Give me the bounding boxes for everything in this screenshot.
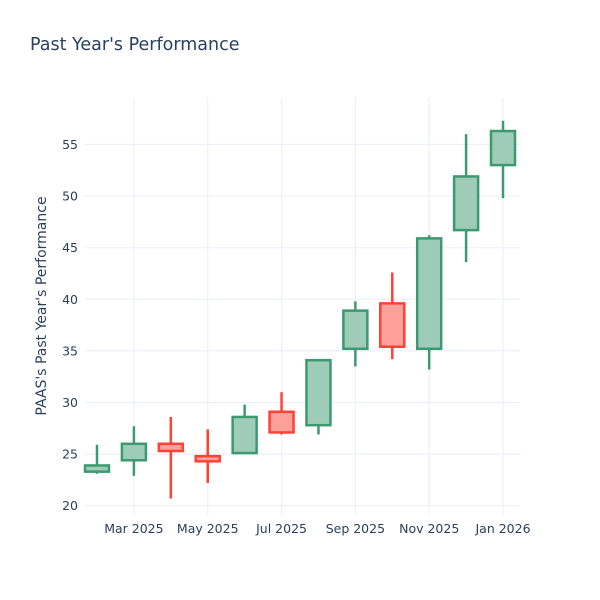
candle-oct-2025[interactable] xyxy=(379,272,406,360)
candle-body xyxy=(120,442,148,462)
candle-body xyxy=(194,454,221,463)
candle-jan-2026[interactable] xyxy=(489,120,517,199)
candle-body xyxy=(342,309,369,351)
candle-jun-2025[interactable] xyxy=(231,404,258,455)
y-tick-label: 50 xyxy=(62,189,78,204)
candle-body xyxy=(415,237,443,351)
chart-title: Past Year's Performance xyxy=(30,35,239,55)
y-tick-label: 45 xyxy=(62,240,78,255)
candle-dec-2025[interactable] xyxy=(452,134,480,263)
x-tick-label: Jul 2025 xyxy=(255,521,307,536)
candle-body xyxy=(379,302,406,349)
candle-jul-2025[interactable] xyxy=(268,392,295,435)
y-tick-label: 55 xyxy=(62,137,78,152)
candle-layer xyxy=(83,120,517,499)
candle-body xyxy=(489,129,517,167)
grid-layer xyxy=(85,98,520,515)
x-tick-label: Mar 2025 xyxy=(104,521,163,536)
candle-body xyxy=(157,442,185,453)
y-tick-label: 20 xyxy=(62,498,78,513)
y-tick-label: 25 xyxy=(62,447,78,462)
candle-body xyxy=(305,358,332,427)
y-tick-label: 35 xyxy=(62,343,78,358)
candle-nov-2025[interactable] xyxy=(415,235,443,370)
candle-aug-2025[interactable] xyxy=(305,358,332,435)
candle-apr-2025[interactable] xyxy=(157,416,185,499)
candle-body xyxy=(452,175,480,232)
y-axis-title: PAAS's Past Year's Performance xyxy=(34,196,50,415)
tick-layer: 20 25 30 35 40 45 50 55 Mar 2025 May 2025 Jul 2025… xyxy=(62,137,530,536)
y-tick-label: 40 xyxy=(62,292,78,307)
candle-body xyxy=(268,410,295,434)
candle-sep-2025[interactable] xyxy=(342,301,369,367)
y-tick-label: 30 xyxy=(62,395,78,410)
x-tick-label: Nov 2025 xyxy=(399,521,459,536)
candle-feb-2025[interactable] xyxy=(83,444,111,474)
x-tick-label: Jan 2026 xyxy=(474,521,530,536)
x-tick-label: May 2025 xyxy=(177,521,239,536)
candle-mar-2025[interactable] xyxy=(120,426,148,476)
candle-body xyxy=(83,464,111,473)
candle-body xyxy=(231,415,258,455)
candle-may-2025[interactable] xyxy=(194,429,221,484)
x-tick-label: Sep 2025 xyxy=(326,521,385,536)
